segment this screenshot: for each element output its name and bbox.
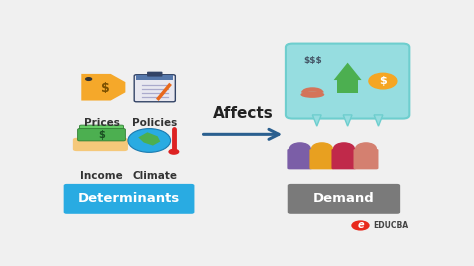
Circle shape bbox=[290, 143, 310, 154]
FancyBboxPatch shape bbox=[310, 149, 334, 169]
FancyBboxPatch shape bbox=[80, 125, 124, 135]
Text: Affects: Affects bbox=[212, 106, 273, 121]
Circle shape bbox=[356, 143, 376, 154]
Circle shape bbox=[168, 149, 179, 155]
Polygon shape bbox=[334, 63, 362, 80]
Circle shape bbox=[351, 220, 370, 231]
Circle shape bbox=[369, 73, 397, 89]
Polygon shape bbox=[82, 74, 125, 101]
FancyBboxPatch shape bbox=[78, 128, 125, 141]
FancyBboxPatch shape bbox=[337, 80, 358, 93]
Circle shape bbox=[128, 128, 171, 152]
Text: Climate: Climate bbox=[132, 171, 177, 181]
FancyBboxPatch shape bbox=[64, 184, 194, 214]
Text: $: $ bbox=[379, 76, 387, 86]
Text: Demand: Demand bbox=[313, 192, 375, 205]
FancyBboxPatch shape bbox=[137, 75, 173, 80]
Circle shape bbox=[334, 143, 354, 154]
FancyBboxPatch shape bbox=[287, 149, 312, 169]
Polygon shape bbox=[312, 115, 321, 126]
FancyBboxPatch shape bbox=[134, 75, 175, 102]
FancyBboxPatch shape bbox=[288, 184, 400, 214]
Text: $$$: $$$ bbox=[303, 56, 322, 65]
Text: e: e bbox=[357, 221, 364, 230]
Polygon shape bbox=[374, 115, 383, 126]
FancyBboxPatch shape bbox=[354, 149, 378, 169]
Ellipse shape bbox=[301, 91, 324, 98]
Text: Policies: Policies bbox=[132, 118, 177, 128]
Text: $: $ bbox=[98, 130, 105, 140]
Circle shape bbox=[311, 143, 332, 154]
Polygon shape bbox=[138, 132, 160, 146]
Text: Determinants: Determinants bbox=[78, 192, 180, 205]
FancyBboxPatch shape bbox=[73, 138, 128, 151]
Circle shape bbox=[85, 77, 92, 81]
FancyBboxPatch shape bbox=[147, 72, 163, 77]
Text: Prices: Prices bbox=[83, 118, 119, 128]
FancyBboxPatch shape bbox=[331, 149, 356, 169]
FancyBboxPatch shape bbox=[286, 44, 410, 119]
Text: $: $ bbox=[101, 82, 109, 95]
Text: Income: Income bbox=[80, 171, 123, 181]
Polygon shape bbox=[343, 115, 352, 126]
Text: EDUCBA: EDUCBA bbox=[374, 221, 409, 230]
